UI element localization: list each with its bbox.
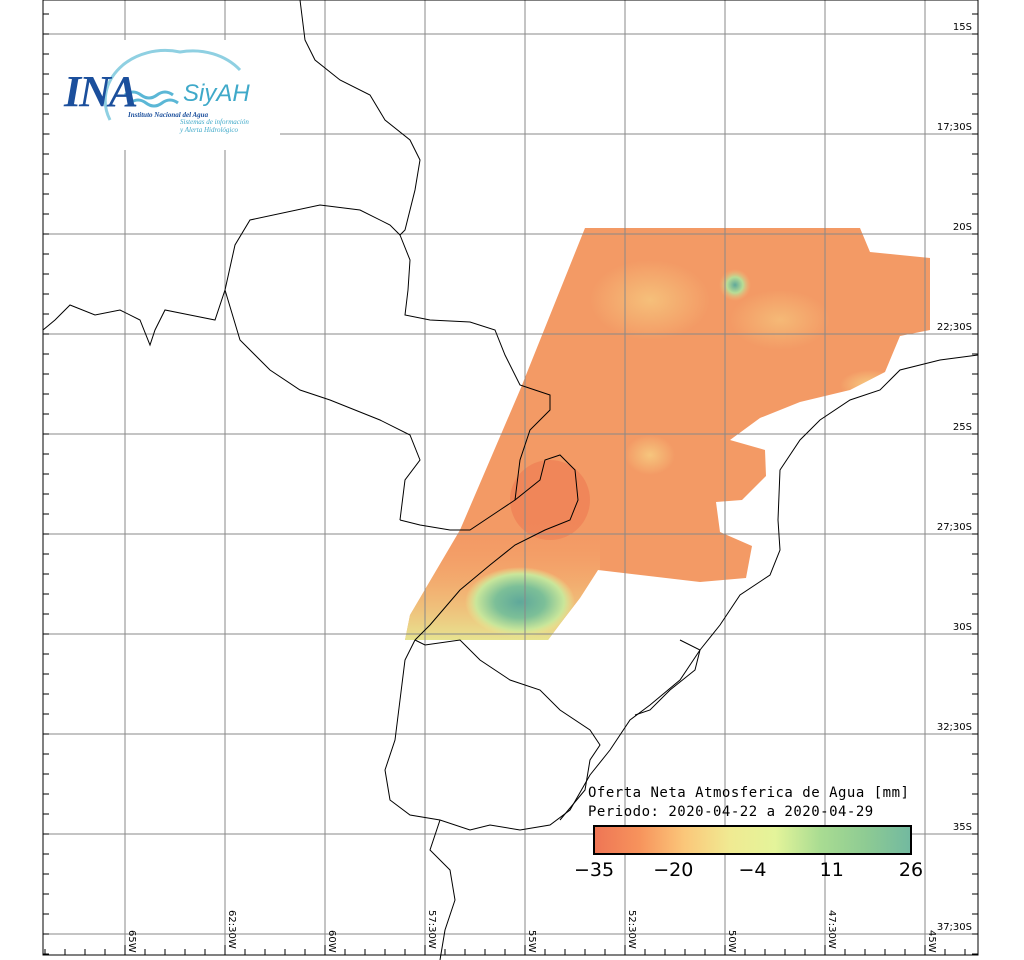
longitude-label: 62:30W [226, 910, 237, 949]
colorbar-tick-label: 11 [820, 859, 844, 881]
data-field [405, 228, 930, 640]
logo-subtitle-1: Sistemas de información [180, 118, 249, 126]
latitude-label: 35S [953, 822, 972, 833]
colorbar-tick-label: 26 [899, 859, 923, 881]
latitude-label: 27;30S [937, 522, 972, 533]
colorbar-tick-label: −4 [738, 859, 766, 881]
bolivia-border [42, 0, 421, 347]
longitude-label: 55W [526, 930, 537, 953]
uruguay-border [414, 639, 601, 821]
colorbar [593, 825, 912, 855]
colorbar-tick-label: −35 [574, 859, 614, 881]
latitude-label: 25S [953, 422, 972, 433]
paraguay-west-border [224, 289, 421, 521]
legend: Oferta Neta Atmosferica de Agua [mm] Per… [574, 785, 923, 881]
paraguay-east-border [399, 234, 551, 531]
argentina-coast [429, 819, 456, 960]
latitude-label: 15S [953, 22, 972, 33]
map-frame [42, 0, 979, 956]
longitude-label: 47:30W [826, 910, 837, 949]
latitude-label: 20S [953, 222, 972, 233]
latitude-label: 37;30S [937, 922, 972, 933]
lagoa-dos-patos [634, 639, 701, 716]
logo-subtitle: Sistemas de información y Alerta Hidrológ… [180, 118, 249, 134]
longitude-label: 57:30W [426, 910, 437, 949]
wet-anomaly-south [465, 567, 575, 637]
longitude-label: 60W [326, 930, 337, 953]
coastline [384, 354, 979, 831]
misiones-border [414, 454, 579, 641]
longitude-labels: 65W 62:30W 60W 57:30W 55W 52:30W 50W 47:30W 45W [126, 910, 937, 953]
longitude-label: 65W [126, 930, 137, 953]
latitude-label: 32;30S [937, 722, 972, 733]
logo-system: SiyAH [183, 80, 250, 107]
graticule [43, 0, 978, 955]
logo-subtitle-2: y Alerta Hidrológico [180, 126, 238, 134]
ina-siyah-logo: INA SiyAH Instituto Nacional del Agua Si… [50, 40, 280, 150]
latitude-label: 17;30S [937, 122, 972, 133]
colorbar-tick-label: −20 [653, 859, 693, 881]
legend-title: Oferta Neta Atmosferica de Agua [mm] [588, 785, 909, 801]
logo-acronym: INA [64, 67, 138, 116]
wet-anomaly-north [719, 269, 751, 301]
legend-period: Periodo: 2020-04-22 a 2020-04-29 [588, 804, 874, 820]
latitude-labels: 15S 17;30S 20S 22;30S 25S 27;30S 30S 32;30S 35S 3… [937, 22, 972, 933]
latitude-label: 22;30S [937, 322, 972, 333]
longitude-label: 52:30W [626, 910, 637, 949]
logo-institute: Instituto Nacional del Agua [128, 111, 209, 119]
longitude-label: 50W [726, 930, 737, 953]
political-borders [42, 0, 979, 960]
longitude-label: 45W [926, 930, 937, 953]
axis-ticks [43, 13, 978, 955]
latitude-label: 30S [953, 622, 972, 633]
